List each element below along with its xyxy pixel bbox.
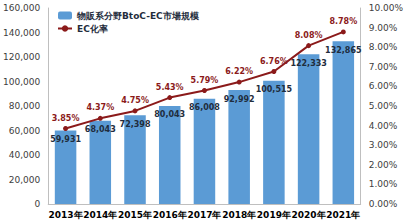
svg-text:4.37%: 4.37%	[86, 103, 114, 112]
svg-text:3.00%: 3.00%	[369, 140, 398, 150]
svg-text:20,000: 20,000	[9, 175, 41, 185]
svg-text:2021年: 2021年	[326, 210, 360, 220]
svg-text:2013年: 2013年	[49, 210, 83, 220]
svg-text:92,992: 92,992	[224, 95, 255, 104]
svg-text:8.78%: 8.78%	[329, 17, 357, 26]
svg-text:80,000: 80,000	[9, 101, 41, 111]
svg-text:1.00%: 1.00%	[369, 179, 398, 189]
svg-text:8.08%: 8.08%	[295, 31, 323, 40]
svg-text:6.76%: 6.76%	[260, 57, 288, 66]
svg-text:6.00%: 6.00%	[369, 81, 398, 91]
svg-text:40,000: 40,000	[9, 150, 41, 160]
svg-text:7.00%: 7.00%	[369, 62, 398, 72]
svg-text:2018年: 2018年	[222, 210, 256, 220]
svg-text:2.00%: 2.00%	[369, 160, 398, 170]
svg-text:4.75%: 4.75%	[121, 96, 149, 105]
svg-text:2019年: 2019年	[257, 210, 291, 220]
svg-text:80,043: 80,043	[154, 110, 185, 119]
svg-text:EC化率: EC化率	[77, 24, 108, 34]
svg-text:60,000: 60,000	[9, 126, 41, 136]
svg-text:0: 0	[34, 199, 40, 209]
svg-text:3.85%: 3.85%	[52, 114, 80, 123]
svg-text:59,931: 59,931	[50, 135, 81, 144]
svg-text:9.00%: 9.00%	[369, 23, 398, 33]
svg-text:100,515: 100,515	[256, 85, 293, 94]
svg-text:2016年: 2016年	[153, 210, 187, 220]
svg-text:86,008: 86,008	[189, 103, 220, 112]
svg-text:5.00%: 5.00%	[369, 101, 398, 111]
svg-text:2014年: 2014年	[83, 210, 117, 220]
svg-text:10.00%: 10.00%	[369, 3, 404, 13]
svg-text:0.00%: 0.00%	[369, 199, 398, 209]
svg-text:2015年: 2015年	[118, 210, 152, 220]
svg-text:8.00%: 8.00%	[369, 42, 398, 52]
svg-text:6.22%: 6.22%	[225, 67, 253, 76]
svg-text:4.00%: 4.00%	[369, 121, 398, 131]
svg-text:160,000: 160,000	[3, 3, 40, 13]
svg-text:2017年: 2017年	[187, 210, 221, 220]
svg-text:物販系分野BtoC-EC市場規模: 物販系分野BtoC-EC市場規模	[76, 11, 200, 21]
svg-text:5.79%: 5.79%	[191, 76, 219, 85]
svg-text:120,000: 120,000	[3, 52, 40, 62]
svg-text:132,865: 132,865	[325, 46, 362, 55]
svg-text:140,000: 140,000	[3, 28, 40, 38]
svg-text:2020年: 2020年	[292, 210, 326, 220]
svg-text:5.43%: 5.43%	[156, 83, 184, 92]
svg-text:72,398: 72,398	[120, 120, 151, 129]
svg-text:122,333: 122,333	[290, 59, 326, 68]
svg-text:68,043: 68,043	[85, 125, 116, 134]
svg-text:100,000: 100,000	[3, 77, 40, 87]
